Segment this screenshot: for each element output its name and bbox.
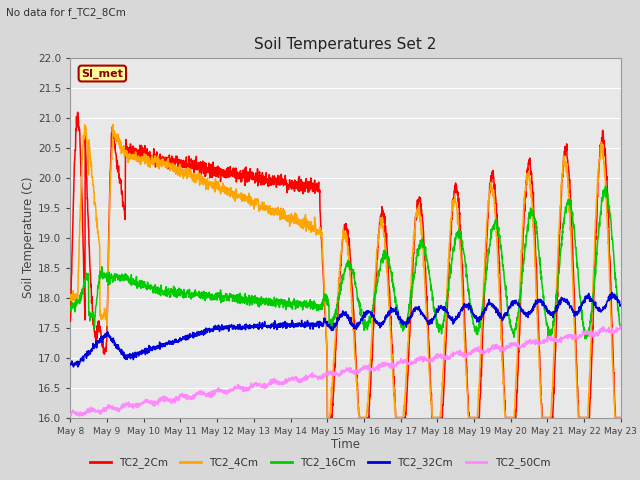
Title: Soil Temperatures Set 2: Soil Temperatures Set 2 [255, 37, 436, 52]
Text: No data for f_TC2_8Cm: No data for f_TC2_8Cm [6, 7, 126, 18]
X-axis label: Time: Time [331, 438, 360, 451]
Y-axis label: Soil Temperature (C): Soil Temperature (C) [22, 177, 35, 299]
Legend: TC2_2Cm, TC2_4Cm, TC2_16Cm, TC2_32Cm, TC2_50Cm: TC2_2Cm, TC2_4Cm, TC2_16Cm, TC2_32Cm, TC… [86, 453, 554, 472]
Text: SI_met: SI_met [81, 68, 124, 79]
